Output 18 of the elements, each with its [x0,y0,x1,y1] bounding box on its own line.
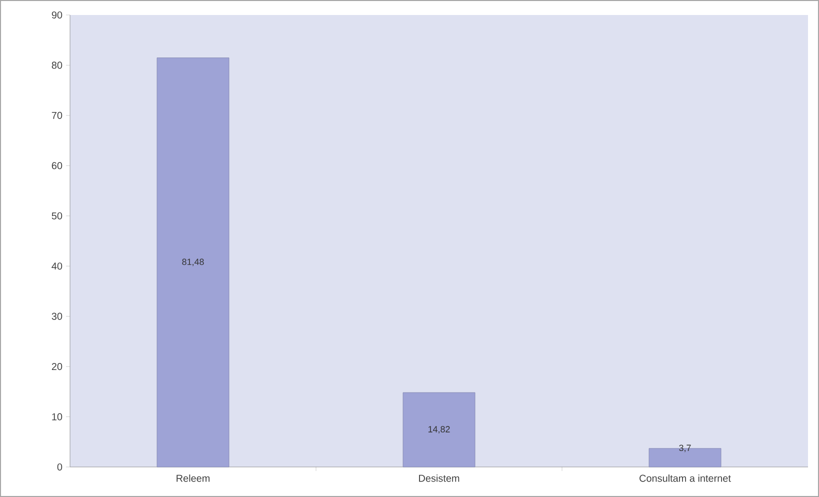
y-tick-label: 10 [52,413,62,420]
y-tick-label: 80 [52,62,62,69]
y-tick-label: 90 [52,11,62,19]
y-tick-label: 0 [57,463,62,471]
y-tick-label: 30 [52,312,62,320]
y-tick-label: 70 [52,112,62,119]
y-tick-label: 60 [52,162,62,170]
data-label: 3,7 [679,444,691,452]
x-tick-label: Consultam a internet [640,474,731,482]
y-tick-label: 40 [52,262,62,270]
x-tick-label: Desistem [419,474,460,482]
data-label: 81,48 [182,258,204,266]
bar [402,392,476,468]
y-tick-label: 50 [52,212,62,220]
y-tick-label: 20 [52,363,62,370]
bar [156,58,230,468]
data-label: 14,82 [428,426,450,434]
x-tick-label: Releem [176,474,210,482]
